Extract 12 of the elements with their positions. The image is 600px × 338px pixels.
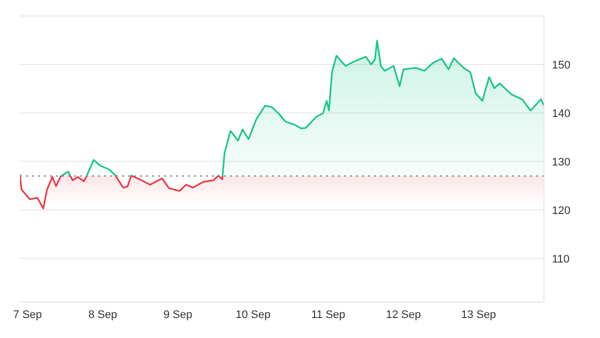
y-tick-label: 150 — [552, 59, 570, 72]
x-tick-label: 13 Sep — [461, 308, 496, 321]
x-tick-label: 7 Sep — [13, 308, 42, 321]
y-tick-label: 110 — [552, 253, 570, 266]
x-tick-label: 9 Sep — [164, 308, 192, 321]
x-tick-label: 10 Sep — [236, 308, 270, 321]
y-tick-label: 140 — [552, 108, 570, 120]
x-tick-label: 8 Sep — [88, 308, 118, 321]
y-tick-label: 120 — [552, 204, 570, 217]
x-tick-label: 11 Sep — [311, 308, 346, 321]
y-tick-label: 130 — [552, 156, 570, 168]
x-tick-label: 12 Sep — [386, 308, 421, 321]
